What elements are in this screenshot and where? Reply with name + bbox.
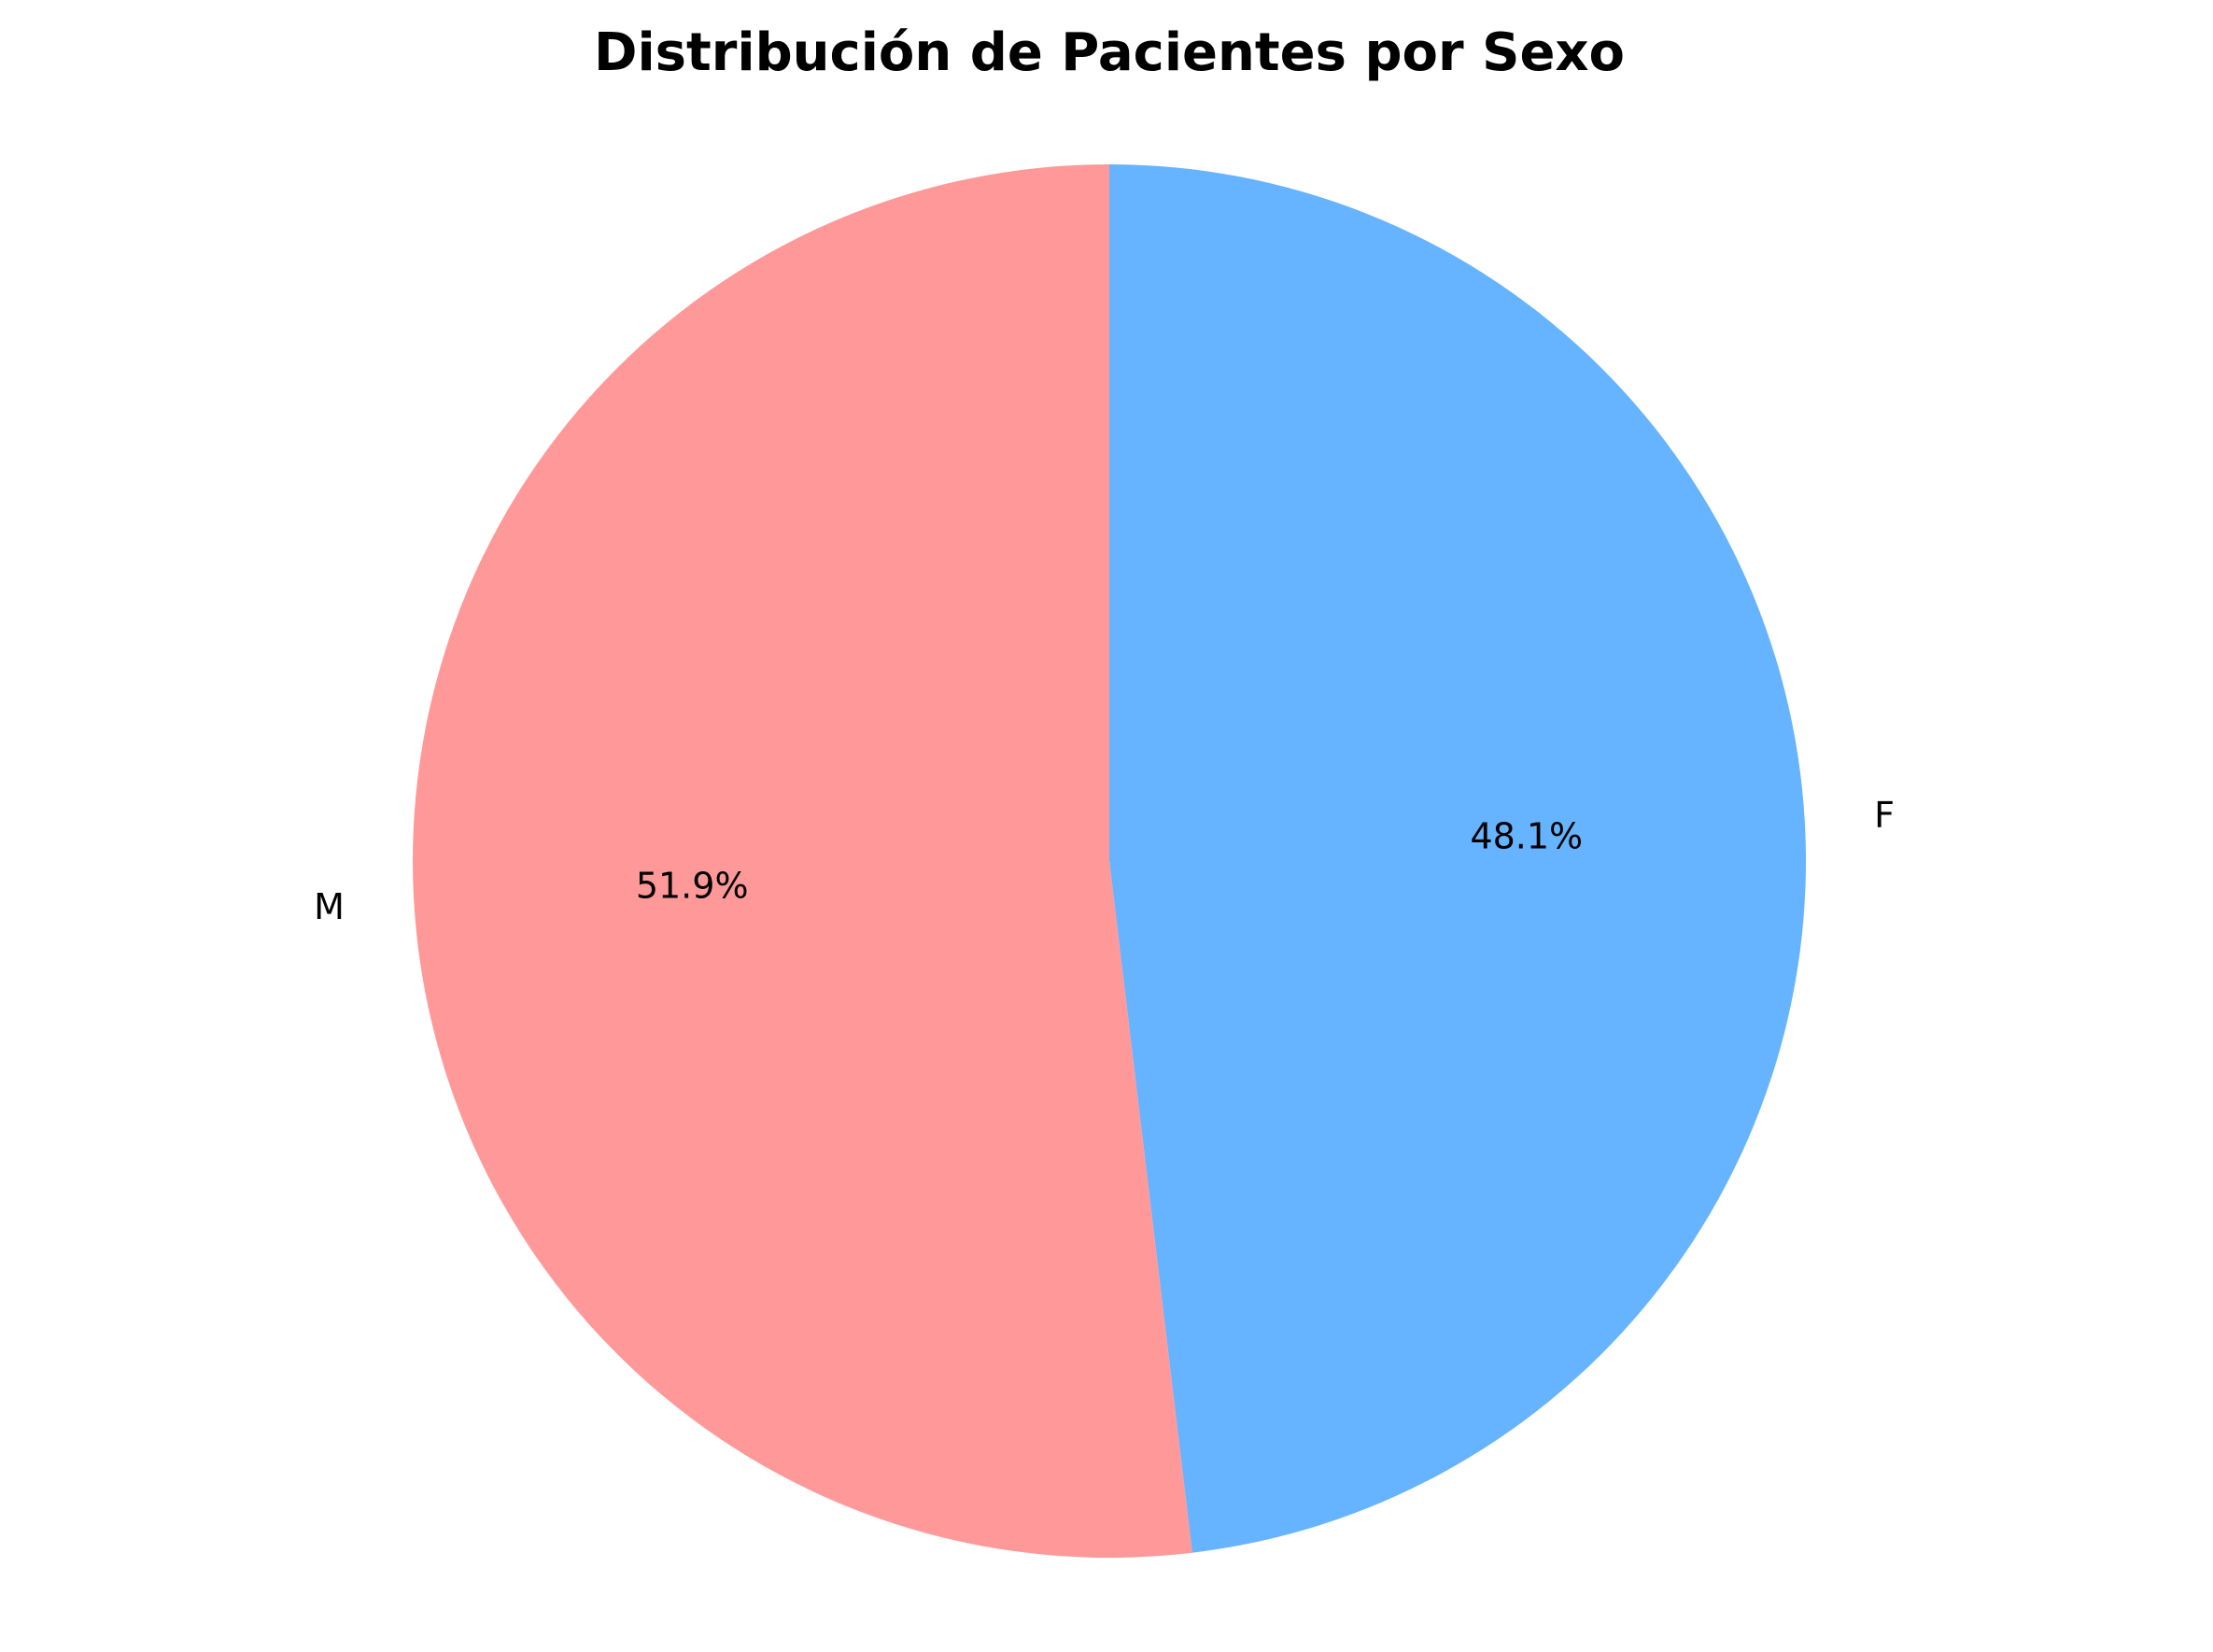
pie-slice-m — [413, 164, 1192, 1558]
pct-label-f: 48.1% — [1470, 815, 1583, 856]
pie-slices — [413, 164, 1807, 1558]
pct-label-m: 51.9% — [636, 866, 749, 907]
pie-labels: 48.1% F 51.9% M — [314, 795, 1895, 927]
pie-slice-f — [1109, 164, 1807, 1553]
slice-label-f: F — [1874, 795, 1895, 836]
chart-title: Distribución de Pacientes por Sexo — [594, 22, 1625, 83]
slice-label-m: M — [314, 886, 345, 927]
